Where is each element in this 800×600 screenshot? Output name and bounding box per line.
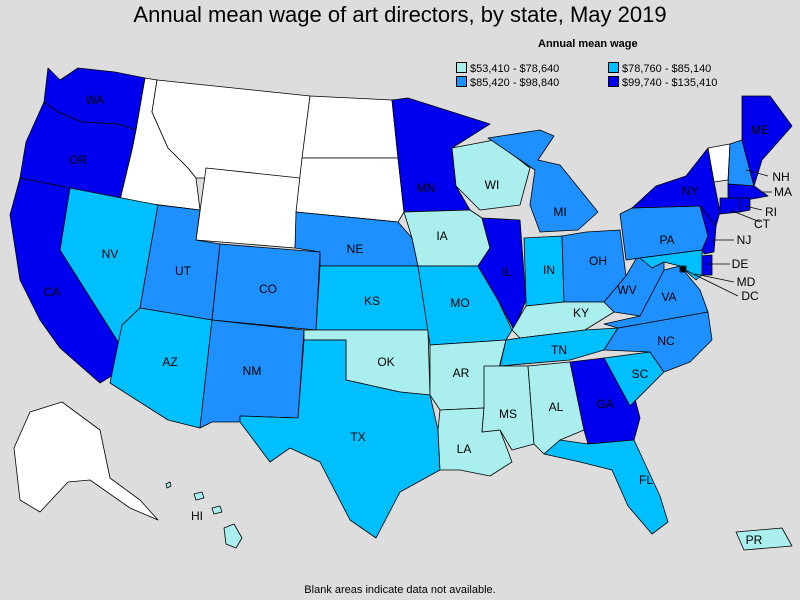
state-AZ[interactable] <box>109 307 213 429</box>
state-label-ri: RI <box>765 205 777 219</box>
state-CT[interactable] <box>719 197 741 215</box>
state-label-nm: NM <box>243 364 262 378</box>
state-label-wi: WI <box>485 178 500 192</box>
state-AK[interactable] <box>13 401 159 521</box>
legend-label-1: $53,410 - $78,640 <box>470 63 560 75</box>
state-IL[interactable] <box>477 217 527 331</box>
state-label-ut: UT <box>175 264 192 278</box>
state-label-mo: MO <box>450 296 469 310</box>
state-label-ct: CT <box>754 217 771 231</box>
state-label-tx: TX <box>350 430 365 444</box>
state-HI[interactable] <box>165 481 243 549</box>
map-title: Annual mean wage of art directors, by st… <box>133 2 667 27</box>
state-label-ks: KS <box>364 294 380 308</box>
state-label-pa: PA <box>659 233 674 247</box>
state-label-me: ME <box>751 123 769 137</box>
state-label-ma: MA <box>774 185 792 199</box>
state-label-ms: MS <box>499 407 517 421</box>
state-label-in: IN <box>543 263 555 277</box>
state-label-va: VA <box>661 290 676 304</box>
state-WY[interactable] <box>195 167 301 249</box>
state-FL[interactable] <box>543 439 669 535</box>
state-label-mn: MN <box>417 181 436 195</box>
state-MD[interactable] <box>639 249 703 281</box>
state-label-il: IL <box>502 265 512 279</box>
state-MA[interactable] <box>727 183 769 201</box>
legend-swatch-4 <box>608 76 619 87</box>
legend-swatch-2 <box>608 62 619 73</box>
state-PR[interactable] <box>735 527 793 551</box>
state-label-or: OR <box>69 153 87 167</box>
state-label-wa: WA <box>86 93 105 107</box>
state-label-pr: PR <box>746 533 763 547</box>
state-label-tn: TN <box>551 343 567 357</box>
state-label-co: CO <box>259 282 277 296</box>
state-label-nc: NC <box>657 334 675 348</box>
leader-nh <box>745 169 769 177</box>
state-label-de: DE <box>732 257 749 271</box>
state-label-nv: NV <box>102 247 119 261</box>
state-label-ne: NE <box>347 242 364 256</box>
state-label-hi: HI <box>191 509 203 523</box>
state-label-oh: OH <box>589 254 607 268</box>
leader-ct <box>729 209 761 223</box>
state-label-az: AZ <box>162 355 177 369</box>
state-RI[interactable] <box>739 197 751 213</box>
legend-swatch-3 <box>456 76 467 87</box>
state-label-al: AL <box>549 400 564 414</box>
state-label-sc: SC <box>632 367 649 381</box>
state-label-ia: IA <box>436 229 447 243</box>
leader-ri <box>744 205 763 211</box>
state-label-wv: WV <box>617 283 636 297</box>
state-label-ok: OK <box>377 355 394 369</box>
state-label-md: MD <box>737 275 756 289</box>
dc-marker <box>680 266 686 272</box>
legend-swatch-1 <box>456 62 467 73</box>
state-label-nh: NH <box>772 170 789 184</box>
footnote: Blank areas indicate data not available. <box>304 584 496 596</box>
state-label-nj: NJ <box>737 233 752 247</box>
legend-item-1: $53,410 - $78,640 <box>456 62 559 76</box>
legend-item-2: $78,760 - $85,140 <box>608 62 711 76</box>
legend-title: Annual mean wage <box>538 38 638 50</box>
state-label-ny: NY <box>682 184 699 198</box>
state-label-ga: GA <box>596 397 613 411</box>
state-label-ky: KY <box>573 306 589 320</box>
legend-item-3: $85,420 - $98,840 <box>456 76 559 90</box>
state-label-ca: CA <box>44 285 61 299</box>
state-label-dc: DC <box>741 289 759 303</box>
legend-label-2: $78,760 - $85,140 <box>622 63 712 75</box>
state-TX[interactable] <box>239 339 441 539</box>
state-SD[interactable] <box>295 157 405 223</box>
legend-label-4: $99,740 - $135,410 <box>622 77 718 89</box>
state-label-ar: AR <box>453 366 470 380</box>
state-label-fl: FL <box>639 473 653 487</box>
state-MI[interactable] <box>487 129 599 233</box>
leader-dc <box>682 268 739 297</box>
state-ND[interactable] <box>301 95 399 159</box>
leader-md <box>694 273 735 283</box>
legend-item-4: $99,740 - $135,410 <box>608 76 717 90</box>
state-label-mi: MI <box>553 205 566 219</box>
state-NJ[interactable] <box>699 205 717 255</box>
legend: Annual mean wage $53,410 - $78,640 $78,7… <box>452 38 752 94</box>
state-label-la: LA <box>457 442 472 456</box>
legend-label-3: $85,420 - $98,840 <box>470 77 560 89</box>
